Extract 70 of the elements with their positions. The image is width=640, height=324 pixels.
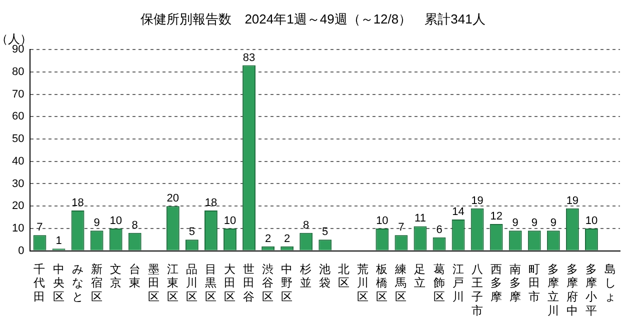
x-tick-label: 千代田 (32, 262, 46, 304)
data-label: 9 (94, 217, 100, 230)
data-label: 1 (56, 235, 62, 248)
y-tick-label: 60 (12, 110, 24, 123)
data-label: 10 (224, 214, 236, 227)
y-tick-label: 40 (12, 155, 24, 168)
x-tick-label: 多摩小平 (585, 262, 598, 318)
data-label: 9 (550, 217, 556, 230)
y-axis-title: （人） (0, 32, 32, 46)
data-label: 7 (36, 222, 43, 234)
data-label: 9 (512, 217, 518, 230)
y-tick-label: 0 (18, 244, 24, 257)
data-label: 14 (452, 206, 464, 218)
x-tick-label: 世田谷 (243, 262, 256, 304)
x-tick-label: 西多摩 (490, 262, 502, 304)
data-label: 10 (585, 214, 598, 227)
x-tick-label: 葛飾区 (433, 262, 446, 304)
x-tick-label: 荒川区 (357, 262, 370, 304)
data-label: 11 (414, 212, 426, 225)
x-tick-label: 池袋 (319, 262, 332, 290)
x-tick-label: みなと (72, 264, 84, 304)
x-tick-label: 杉並 (299, 262, 312, 290)
x-tick-label: 墨田区 (148, 262, 160, 304)
data-label: 19 (566, 194, 579, 207)
data-label: 18 (72, 197, 84, 210)
x-tick-label: 文京 (110, 262, 122, 290)
y-tick-label: 20 (12, 200, 24, 212)
y-tick-label: 90 (12, 44, 24, 56)
x-tick-label: 八王子市 (471, 262, 484, 318)
data-label: 6 (436, 224, 442, 236)
y-tick-label: 70 (12, 88, 24, 100)
data-label: 5 (322, 226, 328, 238)
x-tick-label: 足立 (414, 262, 426, 290)
x-tick-label: 南多摩 (509, 262, 522, 304)
x-tick-label: 町田市 (528, 262, 540, 304)
data-label: 20 (166, 192, 180, 205)
data-label: 10 (376, 214, 388, 227)
data-label: 10 (110, 214, 122, 227)
x-tick-label: 渋谷区 (262, 262, 274, 304)
data-label: 83 (242, 52, 256, 64)
y-tick-label: 80 (12, 66, 24, 78)
x-tick-label: 品川区 (186, 262, 198, 304)
x-tick-label: 目黒区 (204, 262, 217, 304)
data-label: 8 (132, 219, 138, 232)
x-tick-label: 多摩立川 (547, 262, 560, 318)
x-tick-label: 北区 (338, 262, 350, 290)
y-tick-label: 50 (12, 133, 24, 146)
data-label: 2 (264, 232, 272, 245)
data-label: 19 (471, 194, 484, 207)
x-tick-label: 練馬区 (394, 262, 408, 304)
chart-title: 保健所別報告数 2024年1週～49週（～12/8） 累計341人 (140, 11, 486, 26)
x-tick-label: 中野区 (281, 262, 294, 304)
x-tick-label: 島しょ (604, 262, 616, 304)
x-tick-label: 新宿区 (90, 262, 103, 304)
x-tick-label: 中央区 (52, 262, 65, 304)
data-label: 5 (188, 226, 196, 238)
x-tick-label: 板橋区 (375, 262, 388, 304)
data-label: 9 (531, 217, 538, 230)
x-tick-label: 大田区 (224, 262, 236, 304)
x-tick-label: 江戸川 (452, 262, 464, 304)
data-label: 2 (284, 232, 290, 245)
data-label: 7 (398, 222, 404, 234)
data-label: 8 (303, 219, 310, 232)
y-tick-label: 10 (12, 222, 24, 234)
data-label: 12 (490, 210, 502, 223)
x-tick-label: 多摩府中 (566, 262, 578, 318)
data-label: 18 (204, 197, 218, 210)
x-tick-label: 江東区 (166, 262, 179, 304)
y-tick-label: 30 (12, 178, 24, 190)
x-tick-label: 台東 (128, 262, 141, 290)
